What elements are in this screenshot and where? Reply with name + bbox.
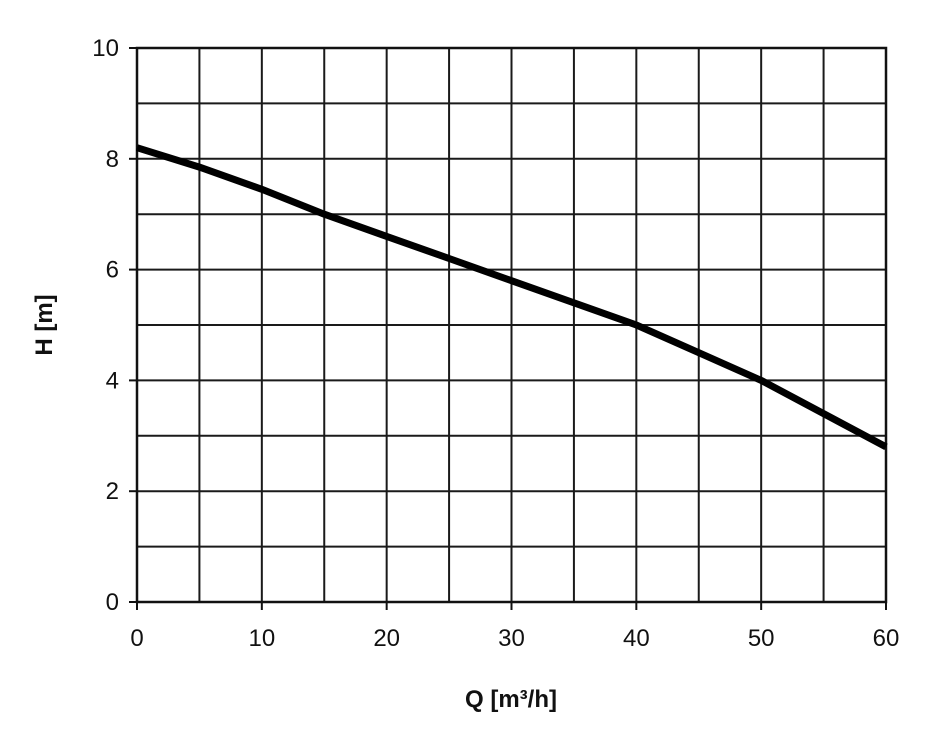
- y-tick-label: 2: [106, 478, 119, 505]
- x-tick-label: 60: [873, 625, 900, 652]
- y-tick-label: 0: [106, 589, 119, 616]
- x-tick-label: 10: [248, 625, 275, 652]
- series-layer: [135, 144, 888, 450]
- y-tick-label: 4: [106, 367, 119, 394]
- x-axis-label: Q [m³/h]: [465, 686, 557, 713]
- y-tick-label: 8: [106, 146, 119, 173]
- grid: [136, 47, 887, 603]
- axes: [129, 46, 888, 610]
- y-tick-label: 10: [92, 35, 119, 62]
- x-tick-label: 20: [373, 625, 400, 652]
- x-tick-label: 50: [748, 625, 775, 652]
- series-line: [135, 144, 888, 450]
- x-tick-label: 0: [130, 625, 143, 652]
- tick-labels: 0 10 20 30 40 50 60 0 2 4 6 8 10: [92, 35, 899, 652]
- x-tick-label: 30: [498, 625, 525, 652]
- y-axis-label: H [m]: [31, 294, 58, 355]
- x-tick-label: 40: [623, 625, 650, 652]
- y-tick-label: 6: [106, 257, 119, 284]
